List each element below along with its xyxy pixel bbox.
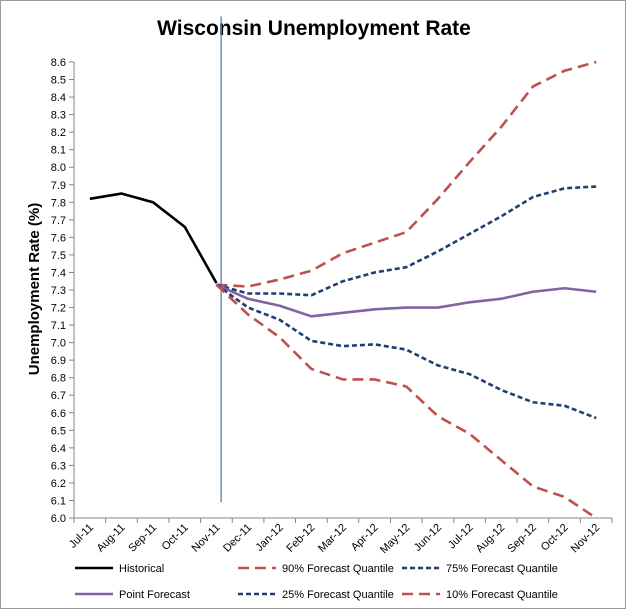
x-tick-label: Oct-11 [160,522,191,553]
y-tick-label: 8.3 [51,110,66,122]
x-tick-label: Oct-12 [539,522,571,554]
y-tick-label: 7.2 [51,303,66,315]
y-tick-label: 8.4 [51,92,66,104]
series-line-10-forecast-quantile [215,283,597,520]
y-tick-label: 6.3 [51,460,66,472]
x-tick-label: Aug-12 [474,522,508,556]
x-tick-label: Jul-12 [446,522,476,552]
x-tick-label: Feb-12 [284,522,317,555]
y-tick-label: 7.6 [51,232,66,244]
legend-label: 25% Forecast Quantile [282,589,394,601]
x-tick-label: Jul-11 [67,522,96,551]
plot-area: 6.0 6.1 6.2 6.3 6.4 6.5 6.6 6.7 6.8 6.9 7.0 7.1 7.2 7… [51,16,613,556]
y-tick-label: 8.5 [51,75,66,87]
x-tick-label: Sep-11 [126,522,159,555]
series-line-75-forecast-quantile [216,185,597,297]
x-tick-label: May-12 [378,522,412,556]
series-line-25-forecast-quantile [215,283,597,420]
x-tick-label: Nov-11 [190,522,223,555]
y-tick-label: 6.7 [51,390,66,402]
legend-label: Point Forecast [119,589,190,601]
legend-label: 75% Forecast Quantile [446,563,558,575]
y-tick-label: 6.5 [51,425,66,437]
legend: Historical 90% Forecast Quantile 75% Forec… [75,563,558,601]
y-tick-label: 7.8 [51,197,66,209]
y-tick-label: 6.2 [51,478,66,490]
series-line-historical [89,192,218,284]
chart-title: Wisconsin Unemployment Rate [157,17,471,40]
x-tick-label: Jun-12 [412,522,444,554]
y-tick-label: 6.9 [51,355,66,367]
y-tick-label: 7.5 [51,250,66,262]
y-tick-label: 6.8 [51,373,66,385]
legend-label: 10% Forecast Quantile [446,589,558,601]
x-tick-label: Mar-12 [316,522,349,555]
legend-label: Historical [119,563,164,575]
y-tick-label: 7.1 [51,320,66,332]
y-tick-label: 6.1 [51,495,66,507]
x-tick-label: Nov-12 [569,522,603,556]
y-tick-label: 7.0 [51,338,66,350]
y-tick-label: 7.7 [51,215,66,227]
y-tick-label: 7.4 [51,267,66,279]
y-tick-label: 8.0 [51,162,66,174]
series-line-point-forecast [215,283,597,318]
y-tick-label: 8.1 [51,145,66,157]
x-tick-label: Aug-11 [95,522,128,555]
y-tick-label: 6.0 [51,513,66,525]
y-tick-label: 8.6 [51,57,66,69]
y-tick-label: 6.6 [51,408,66,420]
legend-label: 90% Forecast Quantile [282,563,394,575]
y-tick-label: 7.3 [51,285,66,297]
y-tick-label: 8.2 [51,127,66,139]
x-tick-label: Sep-12 [505,522,539,556]
y-tick-label: 7.9 [51,180,66,192]
x-tick-label: Dec-11 [221,522,254,555]
series-line-90-forecast-quantile [216,60,597,288]
x-tick-label: Jan-12 [254,522,286,554]
x-tick-label: Apr-12 [349,522,381,554]
y-axis-title: Unemployment Rate (%) [26,203,43,376]
y-tick-label: 6.4 [51,443,66,455]
